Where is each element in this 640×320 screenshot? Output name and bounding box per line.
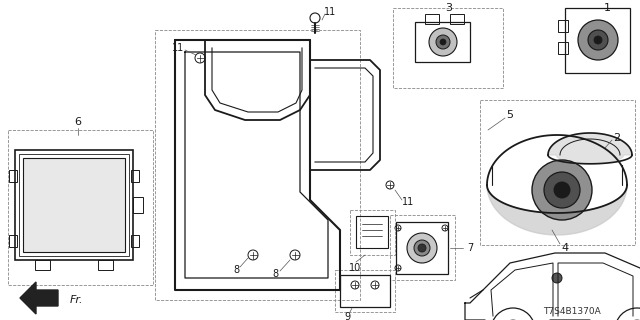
Circle shape [418,244,426,252]
Text: 10: 10 [349,263,361,273]
Bar [393,8,503,88]
Bar [558,42,568,54]
Bar [335,270,395,312]
Circle shape [532,160,592,220]
Bar [480,100,635,245]
Circle shape [594,36,602,44]
Text: 1: 1 [604,3,611,13]
Circle shape [578,20,618,60]
Text: 2: 2 [613,133,621,143]
Text: 4: 4 [561,243,568,253]
Text: 3: 3 [445,3,452,13]
Bar [340,275,390,307]
Bar [450,14,464,24]
Bar [131,235,139,247]
Bar [23,158,125,252]
Text: 11: 11 [402,197,414,207]
Bar [565,8,630,73]
Bar [19,154,129,256]
Text: 11: 11 [172,43,184,53]
Circle shape [552,273,562,283]
Circle shape [554,182,570,198]
Text: 11: 11 [324,7,336,17]
Bar [415,22,470,62]
Circle shape [429,28,457,56]
Circle shape [440,39,446,45]
Bar [15,150,133,260]
Bar [350,210,395,255]
Bar [35,260,50,270]
Bar [390,215,455,280]
Text: Fr.: Fr. [70,295,83,305]
Polygon shape [20,282,58,314]
Polygon shape [548,133,632,164]
Bar [396,222,448,274]
Bar [131,170,139,182]
Text: 5: 5 [506,110,513,120]
Bar [9,170,17,182]
Circle shape [588,30,608,50]
Text: 9: 9 [344,312,350,320]
Circle shape [544,172,580,208]
Text: T7S4B1370A: T7S4B1370A [543,308,601,316]
Circle shape [436,35,450,49]
Bar [356,216,388,248]
Polygon shape [487,185,627,235]
Text: 8: 8 [272,269,278,279]
Text: 7: 7 [467,243,473,253]
Bar [425,14,439,24]
Text: 6: 6 [74,117,81,127]
Bar [155,30,360,300]
Bar [558,20,568,32]
Bar [133,197,143,213]
Bar [9,235,17,247]
Circle shape [414,240,430,256]
Text: 8: 8 [233,265,239,275]
Circle shape [407,233,437,263]
Bar [8,130,153,285]
Bar [98,260,113,270]
